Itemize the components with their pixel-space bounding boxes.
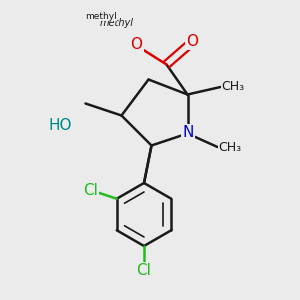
Text: N: N	[182, 125, 194, 140]
Text: HO: HO	[48, 118, 72, 134]
Text: methyl: methyl	[100, 17, 134, 28]
Text: CH₃: CH₃	[218, 141, 242, 154]
Text: CH₃: CH₃	[221, 80, 245, 94]
Text: Cl: Cl	[83, 183, 98, 199]
Text: Cl: Cl	[136, 263, 152, 278]
Text: methyl: methyl	[85, 12, 116, 21]
Text: O: O	[186, 34, 198, 49]
Text: O: O	[130, 37, 142, 52]
